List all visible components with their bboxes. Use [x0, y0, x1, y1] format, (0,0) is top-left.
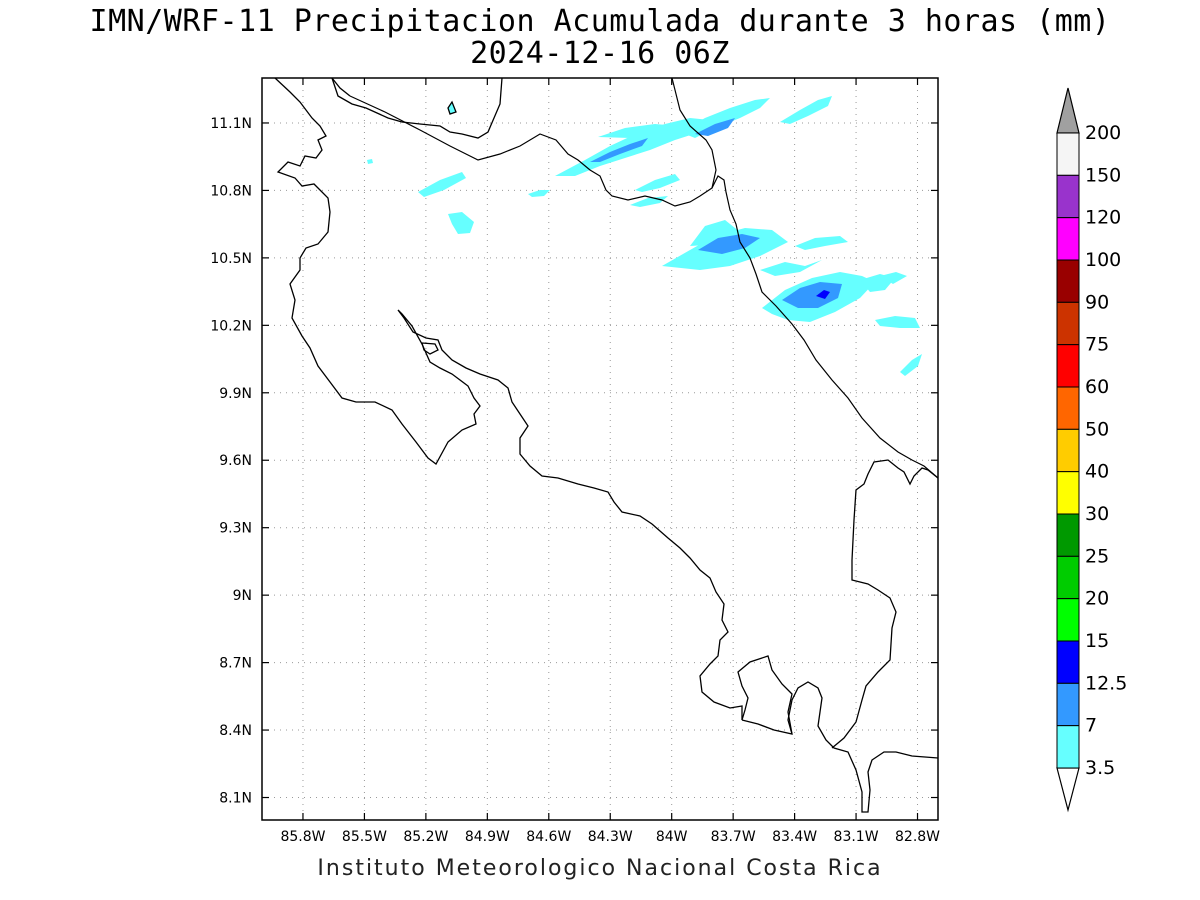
- legend-swatch: [1056, 386, 1080, 430]
- legend-swatch: [1056, 471, 1080, 515]
- lon-tick-label: 84.6W: [526, 829, 571, 845]
- lon-tick-label: 84.3W: [588, 829, 633, 845]
- legend-level-label: 30: [1085, 503, 1109, 525]
- legend-level-label: 3.5: [1085, 757, 1115, 779]
- lat-tick-label: 9.6N: [219, 453, 252, 469]
- political-borders: [349, 77, 939, 479]
- legend-level-label: 150: [1085, 164, 1121, 186]
- legend-level-label: 60: [1085, 376, 1109, 398]
- legend-swatch: [1056, 132, 1080, 176]
- legend-level-label: 75: [1085, 334, 1109, 356]
- legend-level-label: 25: [1085, 545, 1109, 567]
- legend-swatch: [1056, 344, 1080, 388]
- lat-tick-label: 9.3N: [219, 521, 252, 537]
- map-subtitle: 2024-12-16 06Z: [470, 36, 730, 71]
- lat-tick-label: 10.8N: [210, 183, 252, 199]
- legend-swatch: [1056, 217, 1080, 261]
- lon-tick-label: 84.9W: [465, 829, 510, 845]
- lon-tick-label: 85.8W: [280, 829, 325, 845]
- credit-footer: Instituto Meteorologico Nacional Costa R…: [317, 856, 883, 881]
- legend-swatch: [1056, 598, 1080, 642]
- legend-level-label: 100: [1085, 249, 1121, 271]
- legend-level-label: 7: [1085, 715, 1097, 737]
- lat-tick-label: 10.5N: [210, 251, 252, 267]
- legend-level-label: 120: [1085, 207, 1121, 229]
- legend-level-label: 20: [1085, 588, 1109, 610]
- lat-tick-label: 9N: [233, 588, 252, 604]
- map-background: [262, 78, 938, 820]
- legend-swatch: [1056, 513, 1080, 557]
- precipitation-field: [367, 96, 922, 376]
- lon-tick-label: 83.1W: [834, 829, 879, 845]
- legend-swatch: [1056, 301, 1080, 346]
- legend-swatch: [1056, 174, 1080, 219]
- map-frame: [261, 77, 939, 821]
- lat-tick-label: 9.9N: [219, 386, 252, 402]
- lat-tick-label: 8.7N: [219, 656, 252, 672]
- legend-level-label: 200: [1085, 122, 1121, 144]
- latitude-axis: 11.1N 10.8N 10.5N 10.2N 9.9N 9.6N 9.3N 9N 8.7N 8.…: [210, 116, 938, 807]
- lat-tick-label: 10.2N: [210, 318, 252, 334]
- legend-under-arrow: [1056, 767, 1080, 813]
- color-legend: 200 150 120 100 90 75 60 50 40 30 25 20 15 12.5 7 3.5: [1056, 87, 1127, 813]
- lon-tick-label: 82.8W: [895, 829, 940, 845]
- lon-tick-label: 85.5W: [342, 829, 387, 845]
- map-title: IMN/WRF-11 Precipitacion Acumulada duran…: [89, 4, 1111, 39]
- longitude-axis: 85.8W 85.5W 85.2W 84.9W 84.6W 84.3W 84W 83.7W 83…: [280, 78, 940, 845]
- precip-cell-medium: [590, 118, 842, 308]
- legend-level-label: 12.5: [1085, 672, 1127, 694]
- lon-tick-label: 83.7W: [711, 829, 756, 845]
- legend-swatch: [1056, 640, 1080, 684]
- lat-tick-label: 8.4N: [219, 723, 252, 739]
- lon-tick-label: 84W: [656, 829, 688, 845]
- legend-swatch: [1056, 555, 1080, 600]
- legend-swatch: [1056, 428, 1080, 473]
- precip-cell-heavy: [816, 290, 830, 299]
- legend-level-label: 50: [1085, 418, 1109, 440]
- lat-tick-label: 8.1N: [219, 791, 252, 807]
- legend-level-label: 90: [1085, 291, 1109, 313]
- graticule-grid: [262, 78, 938, 820]
- lon-tick-label: 83.4W: [772, 829, 817, 845]
- lat-tick-label: 11.1N: [210, 116, 252, 132]
- lon-tick-label: 85.2W: [403, 829, 448, 845]
- legend-level-label: 15: [1085, 630, 1109, 652]
- coastline: [274, 77, 939, 813]
- legend-over-arrow: [1056, 87, 1080, 134]
- legend-level-label: 40: [1085, 461, 1109, 483]
- legend-swatch: [1056, 259, 1080, 303]
- legend-swatch: [1056, 682, 1080, 727]
- legend-swatch: [1056, 725, 1080, 769]
